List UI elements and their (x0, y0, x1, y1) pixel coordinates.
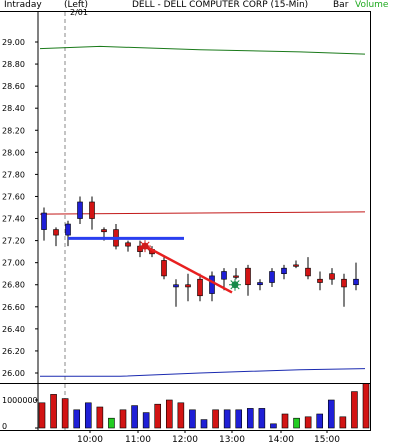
volume-bar (119, 409, 127, 429)
volume-bar (96, 406, 104, 429)
moving-average-line (39, 211, 366, 215)
candle-body (185, 284, 191, 288)
price-panel: 26.00 26.20 26.40 26.60 26.80 27.00 27.20 27.40… (0, 11, 371, 384)
volume-bar (165, 399, 173, 429)
volume-bar (281, 413, 289, 429)
x-tick-label: 14:00 (268, 435, 294, 445)
price-chart[interactable]: 26.00 26.20 26.40 26.60 26.80 27.00 27.20 27.40… (0, 12, 370, 384)
axis-side-label[interactable]: (Left) (64, 0, 88, 10)
volume-bar (142, 412, 150, 429)
candle-body (101, 229, 107, 233)
volume-bar (339, 416, 347, 429)
volume-bar (316, 413, 324, 429)
candle-body (269, 271, 275, 283)
buy-signal-marker (229, 278, 241, 291)
candle-body (341, 278, 347, 288)
candle-body (197, 278, 203, 297)
y-tick-label: 28.80 (2, 60, 25, 69)
x-tick-label: 11:00 (125, 435, 151, 445)
volume-tick-label: 1000000 (2, 396, 38, 405)
candle-body (293, 264, 299, 267)
time-axis: 10:00 11:00 12:00 13:00 14:00 15:00 (77, 430, 340, 445)
upper-band-line (39, 45, 366, 55)
candle-body (257, 282, 263, 286)
candle-body (173, 284, 179, 288)
candle-body (233, 275, 239, 278)
volume-bar (61, 398, 69, 429)
volume-bar (246, 408, 254, 429)
y-tick-label: 28.40 (2, 104, 25, 113)
volume-bar (258, 408, 266, 429)
y-tick-label: 26.00 (2, 369, 25, 378)
y-tick-label: 27.40 (2, 215, 25, 224)
volume-bar (84, 402, 92, 429)
volume-bar (154, 403, 162, 429)
y-tick-label: 27.00 (2, 259, 25, 268)
x-tick-label: 12:00 (172, 435, 198, 445)
volume-bar (177, 402, 185, 429)
y-tick-label: 26.20 (2, 347, 25, 356)
volume-bar (351, 391, 358, 429)
chart-mode-label[interactable]: Bar (333, 0, 349, 10)
y-tick-label: 26.60 (2, 303, 25, 312)
candle-body (209, 275, 215, 294)
y-tick-label: 29.00 (2, 38, 25, 47)
volume-bar (362, 382, 370, 429)
candle-body (77, 201, 83, 219)
candle-body (353, 278, 359, 286)
candle-body (89, 201, 95, 219)
y-tick-label: 26.80 (2, 281, 25, 290)
x-tick-label: 13:00 (219, 435, 245, 445)
volume-bar (235, 409, 243, 429)
volume-bar (270, 423, 277, 429)
y-tick-label: 26.40 (2, 325, 25, 334)
volume-bar (50, 394, 57, 429)
y-tick-label: 27.60 (2, 192, 25, 201)
y-tick-label: 27.20 (2, 237, 25, 246)
candle-body (317, 278, 323, 283)
trend-line-red (142, 243, 233, 294)
candle-body (281, 267, 287, 274)
volume-bar (304, 416, 312, 429)
candle-body (221, 271, 227, 280)
candle-body (125, 242, 131, 247)
volume-bar (327, 399, 335, 429)
volume-panel: 1000000 0 (0, 382, 371, 431)
volume-bar (189, 409, 196, 429)
volume-chart[interactable]: 1000000 0 (0, 382, 370, 431)
x-tick-label: 10:00 (77, 435, 103, 445)
sell-signal-marker (139, 240, 151, 253)
candle-body (161, 260, 167, 277)
candle-body (41, 212, 47, 230)
volume-bar (38, 402, 46, 429)
lower-band-line (40, 368, 366, 377)
volume-bar (108, 417, 115, 429)
volume-bar (131, 405, 138, 429)
y-tick-label: 28.00 (2, 148, 25, 157)
date-marker: 2/01 (70, 8, 88, 17)
candle-body (65, 223, 71, 236)
period-label[interactable]: Intraday (4, 0, 42, 10)
volume-bar (293, 417, 300, 429)
chart-title: DELL - DELL COMPUTER CORP (15-Min) (132, 0, 309, 10)
volume-bar (200, 419, 208, 429)
x-tick-label: 15:00 (314, 435, 340, 445)
chart-header: Intraday (Left) DELL - DELL COMPUTER COR… (0, 0, 400, 11)
candle-body (305, 267, 311, 277)
volume-bar (223, 409, 231, 429)
candle-body (245, 267, 251, 286)
candle-body (53, 229, 59, 236)
volume-tick-label: 0 (2, 422, 7, 430)
y-tick-label: 27.80 (2, 170, 25, 179)
y-tick-label: 28.20 (2, 126, 25, 135)
volume-bar (73, 409, 81, 429)
volume-bar (212, 409, 219, 429)
candle-body (329, 273, 335, 280)
volume-label[interactable]: Volume (355, 0, 389, 10)
y-tick-label: 28.60 (2, 82, 25, 91)
